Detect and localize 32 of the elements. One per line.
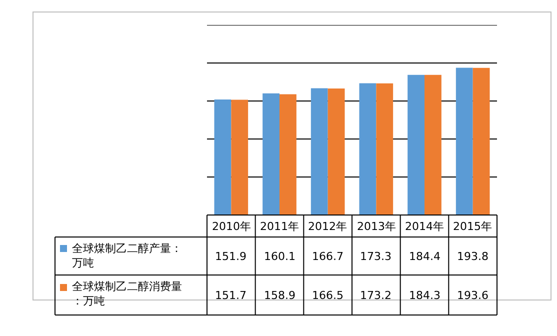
- data-label: 193.8: [457, 250, 488, 263]
- bar: [231, 100, 248, 215]
- bar: [456, 68, 473, 215]
- data-label: 151.7: [215, 289, 246, 302]
- bar: [214, 100, 232, 215]
- data-label: 184.3: [409, 289, 440, 302]
- bar: [472, 68, 490, 215]
- bar: [280, 94, 296, 215]
- data-label: 158.9: [264, 289, 296, 302]
- bar: [359, 83, 376, 215]
- x-tick-label: 2012年: [308, 220, 347, 233]
- legend-label: 全球煤制乙二醇消费量：万吨: [72, 280, 182, 308]
- data-label: 173.3: [360, 250, 392, 263]
- bar: [262, 93, 280, 215]
- legend-label: 全球煤制乙二醇产量：万吨: [72, 242, 182, 270]
- x-tick-label: 2013年: [357, 220, 396, 233]
- data-label: 173.2: [360, 289, 392, 302]
- data-label: 193.6: [457, 289, 488, 302]
- bar: [376, 83, 394, 215]
- data-label: 160.1: [264, 250, 296, 263]
- bar: [408, 74, 424, 215]
- x-tick-label: 2011年: [260, 220, 299, 233]
- data-label: 184.4: [409, 250, 440, 263]
- data-label: 166.7: [312, 250, 344, 263]
- data-label: 151.9: [215, 250, 246, 263]
- bar: [310, 88, 328, 215]
- data-label: 166.5: [312, 289, 344, 302]
- bar: [328, 88, 345, 215]
- x-tick-label: 2015年: [453, 220, 492, 233]
- x-tick-label: 2010年: [212, 220, 251, 233]
- bar: [424, 74, 442, 215]
- x-tick-label: 2014年: [405, 220, 444, 233]
